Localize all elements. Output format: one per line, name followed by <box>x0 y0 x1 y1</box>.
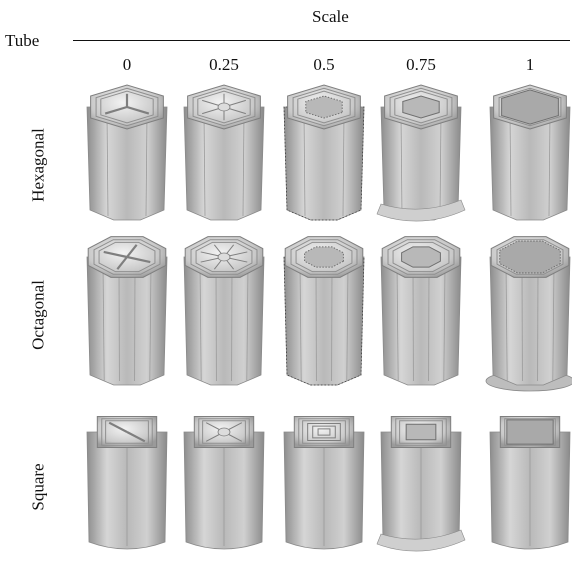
column-label-0: 0 <box>122 55 132 74</box>
tube-hexagonal-4 <box>484 84 572 230</box>
tube-hexagonal-2 <box>278 84 370 230</box>
tube-octagonal-0 <box>81 235 173 395</box>
tube-square-2 <box>278 410 370 560</box>
column-label-3: 0.75 <box>406 55 436 74</box>
scale-group-label: Scale <box>312 7 349 26</box>
tube-hexagonal-1 <box>178 84 270 230</box>
tube-square-3 <box>375 410 467 560</box>
tube-octagonal-1 <box>178 235 270 395</box>
tube-square-3-render <box>376 415 466 552</box>
tube-square-0 <box>81 410 173 560</box>
tube-octagonal-3 <box>375 235 467 395</box>
column-label-2: 0.5 <box>313 55 335 74</box>
tube-hexagonal-1-render <box>183 84 265 221</box>
tube-square-2-render <box>283 415 365 550</box>
row-label-octagonal: Octagonal <box>28 280 48 350</box>
tube-octagonal-4-render <box>485 236 572 392</box>
column-label-1: 0.25 <box>209 55 239 74</box>
row-label-square: Square <box>28 463 48 511</box>
corner-label: Tube <box>5 31 40 50</box>
tube-square-1-render <box>183 415 265 550</box>
tube-hexagonal-3-render <box>376 84 466 222</box>
tube-octagonal-4 <box>484 235 572 395</box>
tube-hexagonal-3 <box>375 84 467 230</box>
tube-hexagonal-0-render <box>86 84 168 221</box>
tube-octagonal-2-render <box>283 236 365 386</box>
tube-hexagonal-0 <box>81 84 173 230</box>
tube-octagonal-1-render <box>183 236 265 386</box>
tube-square-4-render <box>489 415 571 550</box>
tube-square-0-render <box>86 415 168 550</box>
tube-hexagonal-4-render <box>489 84 571 221</box>
tube-octagonal-0-render <box>86 236 168 386</box>
tube-hexagonal-2-render <box>283 84 365 221</box>
header-rule <box>73 40 570 41</box>
tube-square-1 <box>178 410 270 560</box>
row-label-hexagonal: Hexagonal <box>28 128 48 202</box>
column-label-4: 1 <box>525 55 535 74</box>
tube-octagonal-2 <box>278 235 370 395</box>
tube-octagonal-3-render <box>380 236 462 386</box>
tube-square-4 <box>484 410 572 560</box>
